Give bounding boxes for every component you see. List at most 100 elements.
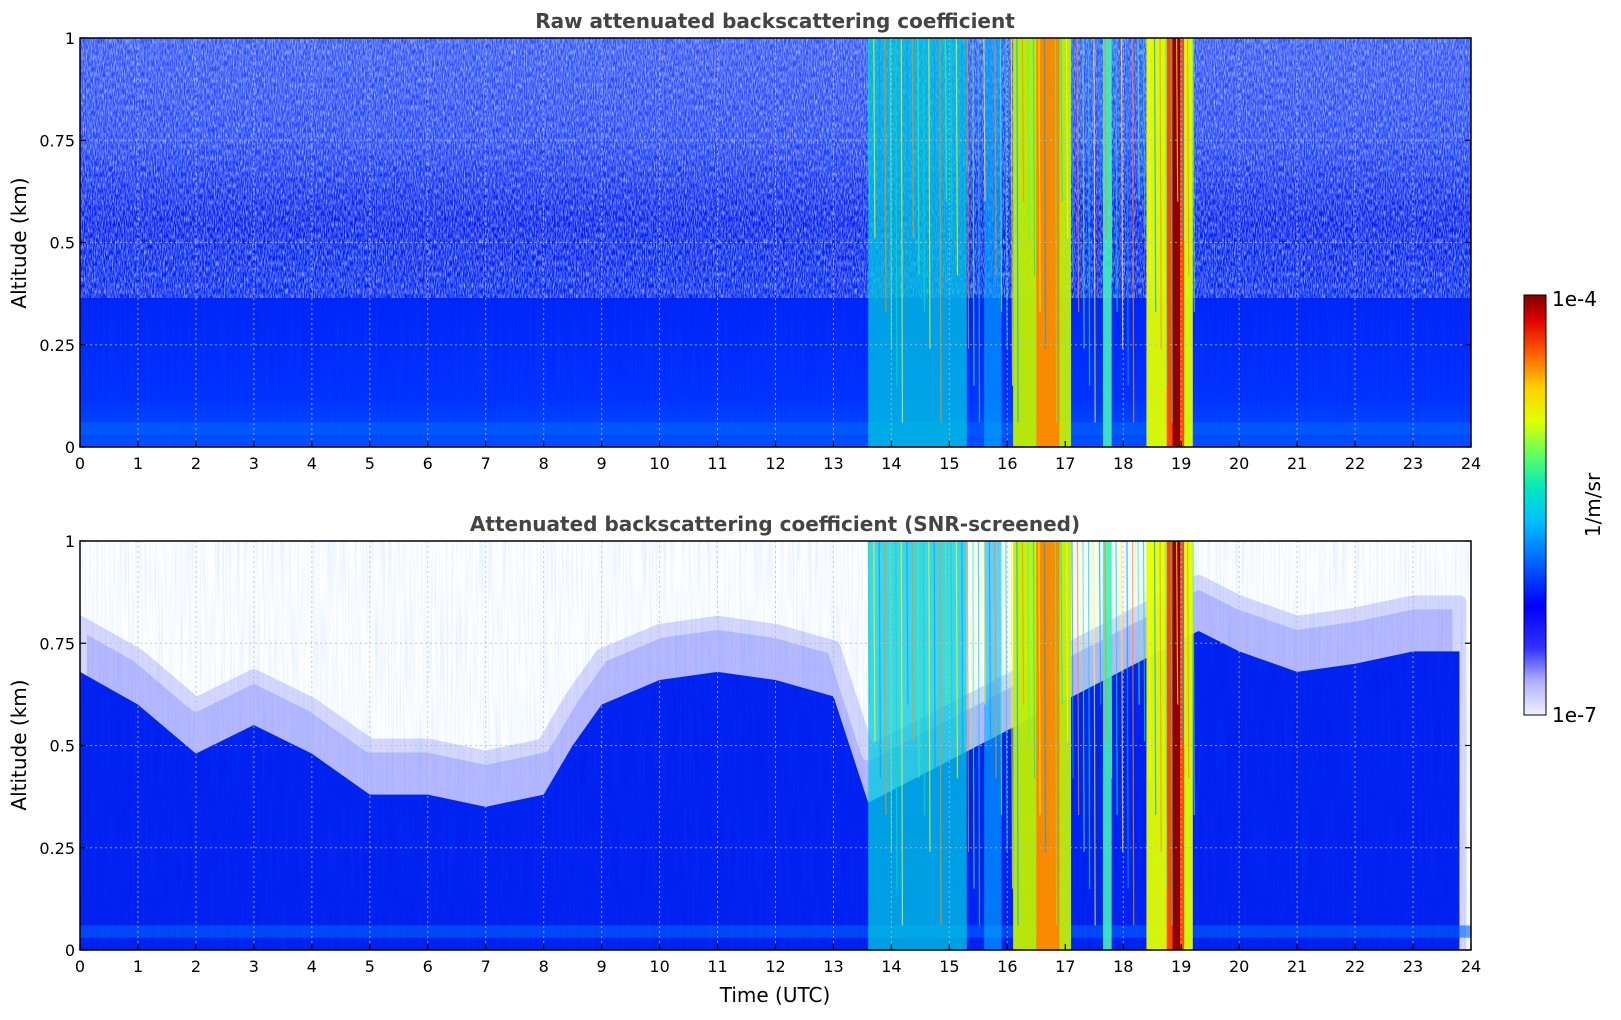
cloud-streak (1142, 38, 1146, 239)
cloud-streak (1131, 541, 1135, 926)
x-tick-label: 4 (307, 454, 317, 473)
cloud-streak (939, 541, 942, 926)
cloud-streak (961, 541, 964, 816)
cloud-streak (928, 38, 931, 349)
cloud-streak (1054, 38, 1058, 423)
x-tick-label: 4 (307, 957, 317, 976)
cloud-streak (1054, 541, 1058, 926)
x-tick-label: 24 (1461, 957, 1481, 976)
cloud-core-16 (1036, 38, 1060, 447)
x-tick-label: 17 (1055, 454, 1075, 473)
cloud-streak (1032, 38, 1036, 276)
cloud-streak (1043, 541, 1047, 852)
cloud-streak (900, 541, 904, 926)
x-tick-label: 10 (649, 454, 669, 473)
cloud-streak (994, 541, 997, 779)
cloud-streak (1076, 38, 1080, 313)
cloud-streak (895, 38, 898, 386)
x-tick-label: 2 (191, 957, 201, 976)
colorbar: 1e-4 1e-7 1/m/sr (1523, 287, 1605, 727)
x-tick-label: 5 (365, 454, 375, 473)
cloud-streak (878, 38, 882, 276)
cloud-streak (944, 541, 948, 705)
y-tick-label: 1 (65, 29, 75, 48)
cloud-streak (1175, 541, 1179, 705)
cloud-streak (922, 541, 926, 816)
cloud-streak (867, 38, 870, 202)
x-tick-label: 0 (75, 454, 85, 473)
y-tick-label: 0.5 (50, 737, 75, 756)
x-tick-label: 2 (191, 454, 201, 473)
cloud-streak (889, 541, 893, 852)
cloud-core-16 (1036, 541, 1060, 950)
cloud-streak (1032, 541, 1036, 779)
cloud-streak (1137, 38, 1140, 202)
cloud-streak (1153, 38, 1157, 313)
cloud-streak (917, 38, 920, 276)
y-tick-label: 0.5 (50, 234, 75, 253)
panel-screened-y-ticks: 0 0.25 0.5 0.75 1 (39, 532, 1471, 960)
cloud-streak (1060, 541, 1063, 705)
cloud-streak (1186, 541, 1190, 779)
x-tick-label: 8 (539, 454, 549, 473)
x-tick-label: 9 (597, 454, 607, 473)
cloud-streak (1170, 541, 1173, 926)
panel-screened-grid (80, 541, 1471, 950)
panel-raw-title: Raw attenuated backscattering coefficien… (535, 9, 1015, 33)
x-tick-label: 10 (649, 957, 669, 976)
y-tick-label: 0.25 (39, 839, 75, 858)
x-tick-label: 1 (133, 454, 143, 473)
x-tick-label: 11 (707, 454, 727, 473)
x-tick-label: 19 (1171, 957, 1191, 976)
panel-raw: Raw attenuated backscattering coefficien… (7, 9, 1481, 473)
cloud-streak (867, 541, 870, 705)
panel-screened-ylabel: Altitude (km) (7, 679, 31, 810)
cloud-streak (1170, 38, 1173, 423)
cloud-streak (1181, 38, 1184, 239)
cloud-streak (1093, 38, 1096, 423)
cloud-streak (1082, 541, 1085, 852)
cloud-streak (1082, 38, 1085, 349)
cloud-streak (1159, 541, 1162, 852)
cloud-streak (1115, 38, 1118, 313)
cloud-streak (873, 38, 876, 239)
cloud-streak (1049, 541, 1052, 889)
cloud-band-17 (1102, 38, 1112, 447)
cloud-streak (1027, 38, 1030, 239)
cloud-streak (1076, 541, 1080, 816)
cloud-streak (1087, 38, 1091, 386)
cloud-streak (1120, 541, 1124, 852)
x-tick-label: 16 (997, 957, 1017, 976)
panel-screened-x-ticks: 0 1 2 3 4 5 6 7 8 9 10 11 12 13 14 15 16 17 18 19 20 21 22 23 24 (75, 944, 1481, 976)
cloud-streak (1005, 541, 1008, 852)
cloud-band-17 (1102, 541, 1112, 950)
cloud-streak (1065, 38, 1069, 239)
cloud-streak (878, 541, 882, 779)
x-tick-label: 7 (481, 454, 491, 473)
cloud-streak (961, 38, 964, 313)
cloud-streak (922, 38, 926, 313)
cloud-streak (972, 541, 975, 889)
panel-raw-y-ticks: 0 0.25 0.5 0.75 1 (39, 29, 1471, 457)
cloud-streak (1148, 38, 1151, 276)
cloud-streak (1071, 38, 1074, 276)
cloud-streak (1038, 38, 1041, 313)
cloud-streak (950, 38, 953, 239)
x-tick-label: 16 (997, 454, 1017, 473)
cloud-streak (1153, 541, 1157, 816)
panel-raw-x-ticks: 0 1 2 3 4 5 6 7 8 9 10 11 12 13 14 15 16 17 18 19 20 21 22 23 24 (75, 441, 1481, 473)
cloud-streak (1010, 38, 1014, 386)
x-tick-label: 21 (1287, 454, 1307, 473)
x-tick-label: 20 (1229, 454, 1249, 473)
cloud-streak (1120, 38, 1124, 349)
cloud-streak (983, 541, 986, 705)
cloud-streak (1137, 541, 1140, 705)
cloud-streak (884, 38, 887, 313)
x-tick-label: 9 (597, 957, 607, 976)
y-tick-label: 0 (65, 941, 75, 960)
cloud-streak (966, 541, 970, 852)
panel-raw-ylabel: Altitude (km) (7, 177, 31, 308)
cloud-streak (983, 38, 986, 202)
cloud-streak (1164, 38, 1168, 386)
cloud-streak (1192, 541, 1195, 816)
